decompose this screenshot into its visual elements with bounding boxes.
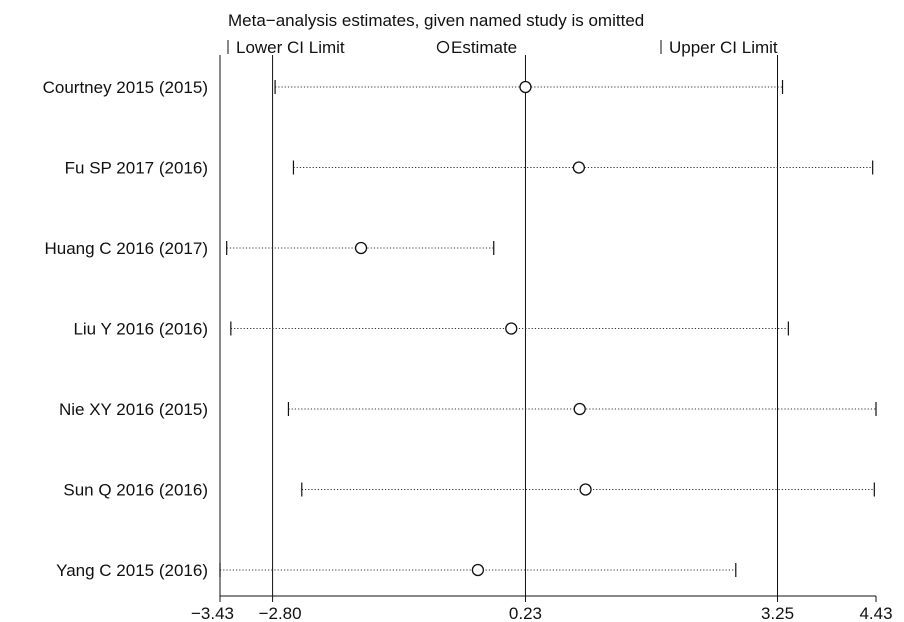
x-tick-label: 3.25 bbox=[761, 604, 794, 622]
estimate-marker bbox=[354, 241, 368, 255]
study-label: Liu Y 2016 (2016) bbox=[73, 320, 208, 339]
estimate-marker bbox=[573, 402, 586, 416]
estimate-marker bbox=[579, 483, 592, 496]
x-tick-label: −2.80 bbox=[259, 604, 302, 622]
estimate-marker bbox=[471, 563, 485, 577]
reference-lines bbox=[272, 55, 779, 596]
study-label: Huang C 2016 (2017) bbox=[44, 239, 208, 258]
chart-title: Meta−analysis estimates, given named stu… bbox=[228, 11, 644, 30]
x-tick-label: −3.43 bbox=[191, 604, 234, 622]
legend: Lower CI Limit Estimate Upper CI Limit bbox=[227, 38, 778, 57]
study-label: Nie XY 2016 (2015) bbox=[59, 400, 208, 419]
legend-estimate-label: Estimate bbox=[451, 38, 517, 57]
study-label: Fu SP 2017 (2016) bbox=[65, 159, 208, 178]
study-label: Yang C 2015 (2016) bbox=[56, 561, 208, 580]
x-axis-ticks: −3.43 −2.80 0.23 3.25 4.43 bbox=[191, 596, 893, 622]
x-tick-label: 4.43 bbox=[859, 604, 892, 622]
study-label: Sun Q 2016 (2016) bbox=[63, 481, 208, 500]
estimate-marker bbox=[572, 161, 586, 174]
estimate-marker bbox=[505, 322, 518, 335]
legend-estimate-marker bbox=[436, 40, 450, 54]
legend-upper-label: Upper CI Limit bbox=[669, 38, 778, 57]
estimate-marker bbox=[519, 80, 532, 94]
x-tick-label: 0.23 bbox=[509, 604, 542, 622]
study-label: Courtney 2015 (2015) bbox=[43, 78, 208, 97]
legend-lower-label: Lower CI Limit bbox=[236, 38, 345, 57]
study-rows: Courtney 2015 (2015) Fu SP 2017 (2016) Hua… bbox=[43, 78, 877, 580]
